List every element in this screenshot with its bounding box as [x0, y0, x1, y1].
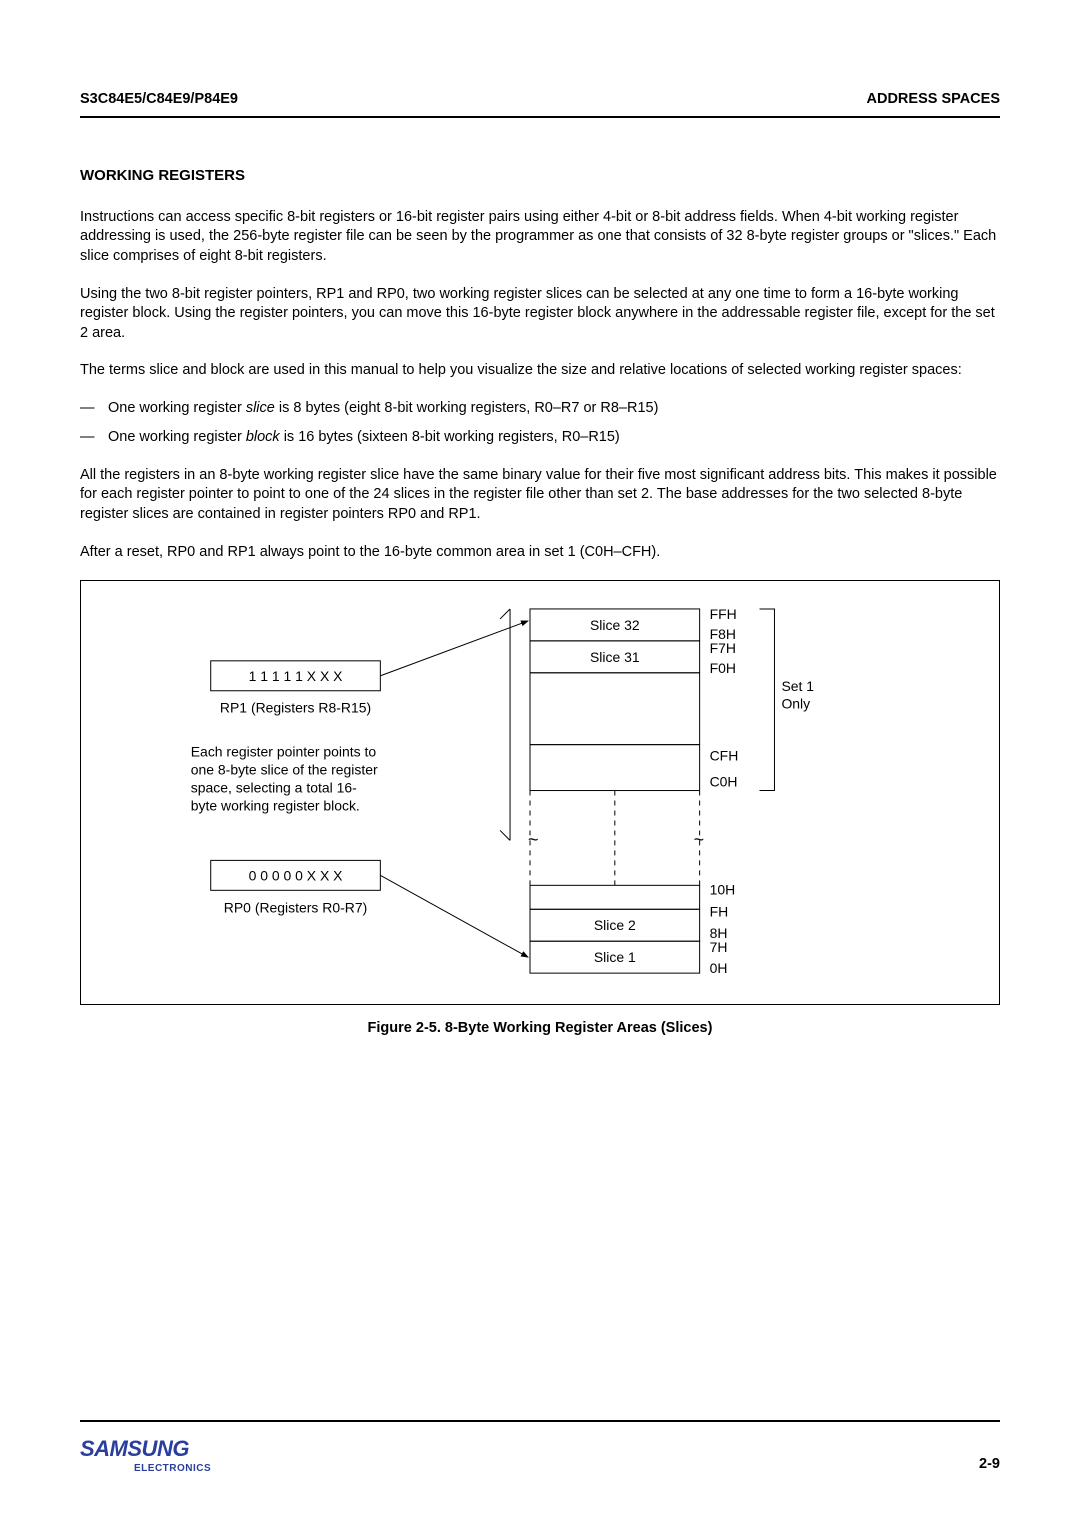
tilde-left: ~ [528, 830, 538, 850]
addr-10h: 10H [710, 881, 736, 897]
addr-c0h: C0H [710, 774, 738, 790]
brand-block: SAMSUNG ELECTRONICS [80, 1434, 211, 1475]
bullet-dash: — [80, 399, 108, 419]
page-number: 2-9 [979, 1455, 1000, 1475]
header-left: S3C84E5/C84E9/P84E9 [80, 90, 238, 110]
only-label: Only [781, 696, 810, 712]
bullet-2: — One working register block is 16 bytes… [80, 428, 1000, 448]
paragraph-3: The terms slice and block are used in th… [80, 361, 1000, 381]
figure-caption: Figure 2-5. 8-Byte Working Register Area… [80, 1019, 1000, 1039]
tilde-right: ~ [694, 830, 704, 850]
bullet-post: is 8 bytes (eight 8-bit working register… [275, 400, 659, 416]
paragraph-1: Instructions can access specific 8-bit r… [80, 208, 1000, 267]
bullet-dash: — [80, 428, 108, 448]
addr-ffh: FFH [710, 606, 737, 622]
brand-logo-text: SAMSUNG [80, 1434, 211, 1464]
addr-f0h: F0H [710, 660, 736, 676]
set1-label: Set 1 [781, 678, 814, 694]
bullet-text: One working register slice is 8 bytes (e… [108, 399, 1000, 419]
bullet-text: One working register block is 16 bytes (… [108, 428, 1000, 448]
note-l3: space, selecting a total 16- [191, 780, 357, 796]
addr-0h: 0H [710, 960, 728, 976]
section-title: WORKING REGISTERS [80, 166, 1000, 186]
paragraph-2: Using the two 8-bit register pointers, R… [80, 285, 1000, 344]
figure-box: 1 1 1 1 1 X X X RP1 (Registers R8-R15) E… [80, 580, 1000, 1005]
footer: SAMSUNG ELECTRONICS 2-9 [80, 1420, 1000, 1475]
note-l4: byte working register block. [191, 798, 360, 814]
footer-rule [80, 1420, 1000, 1422]
rp1-bits: 1 1 1 1 1 X X X [249, 668, 344, 684]
addr-fh: FH [710, 903, 729, 919]
bullet-italic: block [246, 429, 280, 445]
bullet-pre: One working register [108, 429, 246, 445]
bullet-pre: One working register [108, 400, 246, 416]
header-right: ADDRESS SPACES [867, 90, 1000, 110]
header-rule [80, 116, 1000, 118]
slice-2: Slice 2 [594, 917, 636, 933]
addr-f7h: F7H [710, 640, 736, 656]
addr-7h: 7H [710, 939, 728, 955]
brand-sub-text: ELECTRONICS [80, 1462, 211, 1476]
page-header: S3C84E5/C84E9/P84E9 ADDRESS SPACES [80, 90, 1000, 110]
addr-cfh: CFH [710, 748, 739, 764]
paragraph-4: All the registers in an 8-byte working r… [80, 466, 1000, 525]
rp0-bits: 0 0 0 0 0 X X X [249, 867, 344, 883]
rp0-label: RP0 (Registers R0-R7) [224, 899, 367, 915]
paragraph-5: After a reset, RP0 and RP1 always point … [80, 543, 1000, 563]
note-l2: one 8-byte slice of the register [191, 762, 378, 778]
bullet-1: — One working register slice is 8 bytes … [80, 399, 1000, 419]
slice-32: Slice 32 [590, 617, 640, 633]
rp1-label: RP1 (Registers R8-R15) [220, 700, 371, 716]
figure-svg: 1 1 1 1 1 X X X RP1 (Registers R8-R15) E… [81, 581, 999, 1005]
slice-31: Slice 31 [590, 649, 640, 665]
note-l1: Each register pointer points to [191, 744, 377, 760]
bullet-post: is 16 bytes (sixteen 8-bit working regis… [280, 429, 620, 445]
slice-1: Slice 1 [594, 949, 636, 965]
bullet-italic: slice [246, 400, 275, 416]
